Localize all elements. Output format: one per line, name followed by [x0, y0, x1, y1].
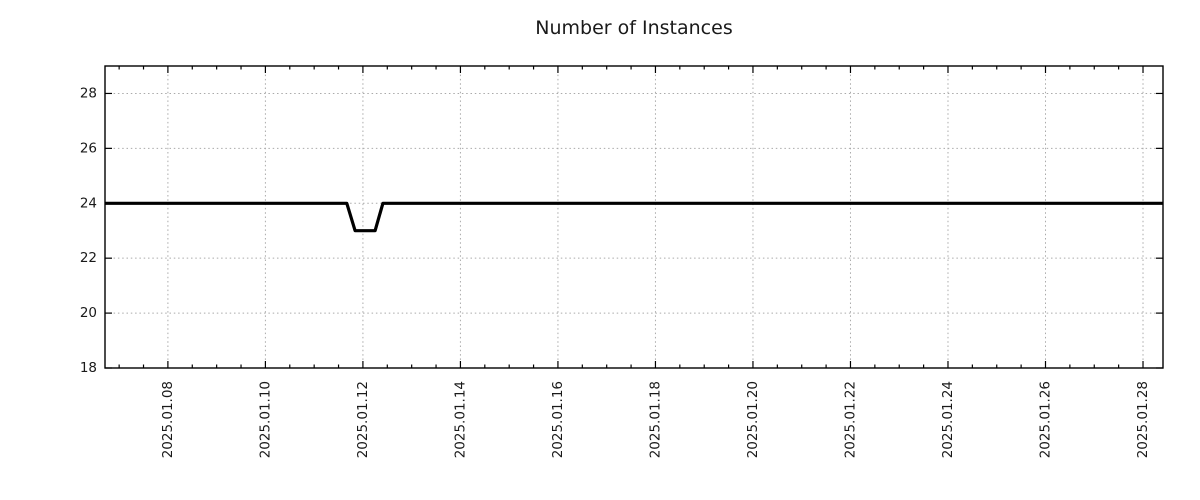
x-tick-label: 2025.01.12 [355, 381, 371, 458]
x-tick-label: 2025.01.14 [452, 381, 468, 458]
x-tick-label: 2025.01.16 [550, 381, 566, 458]
y-tick-label: 28 [80, 85, 97, 101]
x-tick-label: 2025.01.24 [940, 381, 956, 458]
y-tick-label: 22 [80, 250, 97, 266]
y-tick-label: 20 [80, 305, 97, 321]
y-tick-label: 26 [80, 140, 97, 156]
plot-frame [104, 65, 1164, 369]
y-tick-label: 18 [80, 360, 97, 376]
x-tick-label: 2025.01.18 [647, 381, 663, 458]
x-tick-label: 2025.01.22 [842, 381, 858, 458]
data-line-instances [105, 201, 1163, 233]
x-tick-label: 2025.01.10 [257, 381, 273, 458]
x-tick-label: 2025.01.28 [1135, 381, 1151, 458]
x-tick-label: 2025.01.20 [745, 381, 761, 458]
x-tick-label: 2025.01.26 [1037, 381, 1053, 458]
y-tick-label: 24 [80, 195, 97, 211]
chart-title: Number of Instances [535, 17, 733, 39]
x-tick-label: 2025.01.08 [160, 381, 176, 458]
